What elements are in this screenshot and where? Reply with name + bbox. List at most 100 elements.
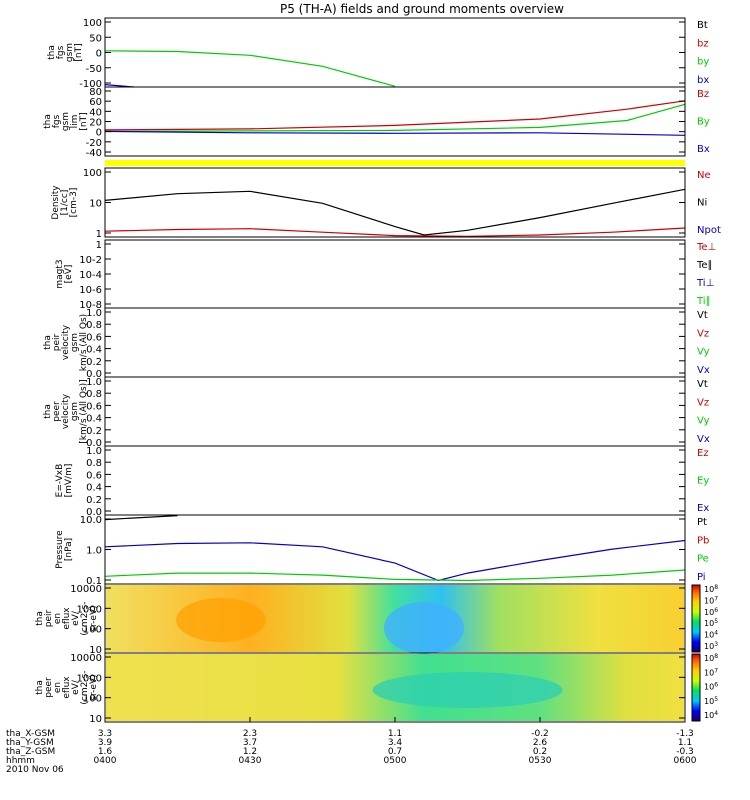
colorbar-tick-exponent: 7 [714,595,718,602]
legend-Vy: Vy [697,347,710,358]
y-axis-label-line: gsm [70,402,80,421]
x-axis-value: -1.3 [676,729,694,739]
x-axis-date: 2010 Nov 06 [6,765,64,775]
colorbar-tick-label: 105 [704,696,718,706]
x-axis-value: 3.7 [243,738,257,748]
panels-group [105,160,685,166]
y-tick-label: 0.8 [86,389,102,400]
x-axis-value: -0.3 [676,747,694,757]
x-axis-value: 0.7 [388,747,402,757]
y-axis-label-line: eflux [62,607,72,630]
y-axis-label-line: velocity [61,324,71,360]
x-axis-value: 3.4 [388,738,403,748]
legend-By: By [697,117,710,128]
y-axis-label-efield: E=-VxB [mV/m] [55,464,74,498]
spectrogram-low-flux-core [384,602,464,654]
x-axis-value: 3.9 [98,738,113,748]
legend-Vz: Vz [697,328,709,339]
legend-Te∥: Te∥ [696,260,713,271]
y-axis-label-line: [mV/m] [64,464,74,498]
y-tick-label: 0.2 [86,426,102,437]
y-tick-label: 100 [83,694,102,705]
x-axis-value: 2.6 [533,738,548,748]
y-tick-label: 0.8 [86,320,102,331]
y-tick-label: 100 [83,168,102,179]
y-tick-label: 40 [89,107,102,118]
y-tick-label: 0.6 [86,401,102,412]
panel-frame-fgs-gsm-lim [104,86,686,157]
y-axis-label-line: en [53,682,63,693]
y-axis-label-line: sr-eV) [89,605,99,631]
y-tick-label: 1.0 [86,377,102,388]
y-axis-label-line: (cm2-s- [80,670,90,704]
x-axis-row-label: tha_Z-GSM [6,747,55,757]
x-axis-row-label: tha_Y-GSM [6,738,54,748]
y-axis-label-line: magt3 [55,259,65,288]
y-axis-label-line: (cm2-s- [80,601,90,635]
colorbar-tick-exponent: 7 [714,667,718,674]
legend-Ti⊥: Ti⊥ [696,278,714,289]
y-tick-label: 0.0 [86,507,102,518]
y-tick-label: 10000 [70,584,102,595]
legend-Vz: Vz [697,397,709,408]
legend-Npot: Npot [697,225,721,236]
x-axis-row-label: tha_X-GSM [6,729,55,739]
x-axis-value: 0500 [384,756,407,766]
y-axis-label-line: gsm [70,333,80,352]
y-tick-label: 10-2 [79,255,102,266]
legend-Ne: Ne [697,170,711,181]
x-axis-value: 2.3 [243,729,257,739]
y-axis-label-line: gsm [61,112,71,131]
y-axis-label-line: eV/ [71,610,81,626]
y-axis-label-line: sr-eV) [89,674,99,700]
colorbar-tick-exponent: 8 [714,653,718,660]
y-axis-label-line: [nT] [79,112,89,130]
y-axis-label-line: gsm [65,43,75,62]
colorbar-tick-exponent: 4 [714,630,718,637]
spectrogram-low-flux-core [372,672,563,708]
y-axis-label-line: tha [35,680,45,695]
colorbar-tick-label: 107 [704,667,718,677]
panel-frame-peer-velocity [104,376,686,447]
y-axis-label-peir-velocity: tha peir velocity gsm km/s (All Qs) [43,314,89,371]
y-tick-label: 0.4 [86,345,102,356]
y-axis-label-line: peer [44,677,54,698]
y-tick-label: 1.0 [86,446,102,457]
y-tick-label: -100 [79,79,102,90]
y-tick-label: -20 [86,138,102,149]
legend-Vt: Vt [697,379,708,390]
series-line-Bx [104,130,686,136]
y-axis-label-line: Pressure [55,530,65,569]
colorbar-tick-exponent: 4 [714,710,718,717]
y-tick-label: 0 [96,128,102,139]
panel-frame-temperature [104,239,686,309]
y-axis-label-peer-velocity: tha peer velocity gsm [km/s (All Qs)] [43,379,89,443]
legend-Ez: Ez [697,448,709,459]
colorbar-tick-exponent: 5 [714,696,718,703]
series-line-Pe [104,569,686,582]
y-tick-label: 80 [89,87,102,98]
y-tick-label: 100 [83,625,102,636]
y-axis-label-line: velocity [61,393,71,429]
y-axis-label-line: fgs [56,45,66,59]
x-axis-value: 0530 [529,756,552,766]
colorbar-tick-label: 108 [704,653,718,663]
colorbar-tick-label: 105 [704,618,718,628]
legend-Pe: Pe [697,554,709,565]
legend-bz: bz [697,38,709,49]
y-tick-label: 1 [96,229,102,240]
yellow-band [105,160,685,166]
y-tick-label: 0.2 [86,495,102,506]
y-tick-label: 0.4 [86,414,102,425]
y-axis-label-line: peer [52,401,62,422]
series-line-Pi [104,539,686,582]
y-axis-label-line: [eV] [64,265,74,284]
y-tick-label: 0.0 [86,369,102,380]
legend-Ex: Ex [697,503,709,514]
y-axis-label-line: fgs [52,114,62,128]
y-axis-label-line: tha [43,114,53,129]
y-axis-label-line: tha [43,335,53,350]
y-tick-label: -40 [86,148,102,159]
legend-Bx: Bx [697,144,710,155]
